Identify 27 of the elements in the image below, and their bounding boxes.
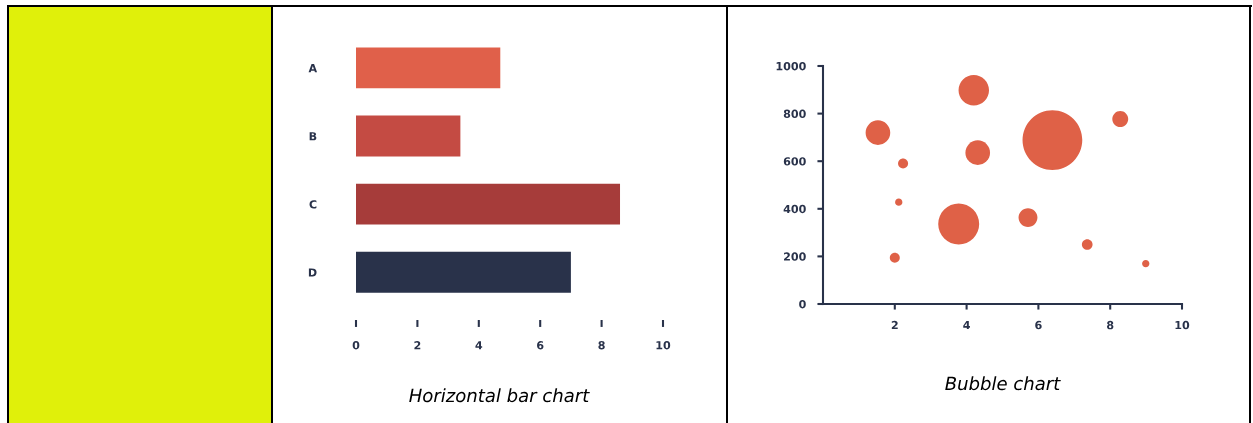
x-tick-label: 2 — [891, 320, 898, 330]
x-tick-label: 10 — [1175, 320, 1190, 330]
bar — [356, 115, 461, 157]
x-tick-label: 6 — [537, 341, 544, 350]
x-tick-label: 4 — [475, 341, 483, 350]
y-tick-label: 0 — [799, 299, 806, 309]
bar — [356, 183, 621, 225]
y-tick-label: 800 — [783, 109, 806, 118]
x-tick-label: 0 — [352, 341, 360, 350]
y-tick-label: B — [309, 132, 317, 141]
y-tick-label: C — [309, 200, 317, 209]
y-tick-label: D — [308, 268, 317, 277]
x-tick-label: 4 — [963, 321, 970, 330]
text: Horizontal bar chart — [409, 388, 590, 403]
x-tick-label: 6 — [1035, 320, 1042, 330]
x-tick-label: 2 — [414, 341, 421, 350]
y-tick-label: 600 — [783, 157, 806, 166]
bar — [356, 47, 501, 89]
bar — [356, 251, 571, 293]
x-tick-label: 8 — [598, 341, 605, 350]
x-tick-label: 10 — [656, 341, 671, 350]
y-tick-label: 200 — [784, 252, 806, 261]
text: Bubble chart — [945, 376, 1061, 391]
y-tick-label: 1000 — [776, 61, 806, 71]
x-tick-label: 8 — [1107, 320, 1114, 330]
y-tick-label: A — [308, 64, 318, 73]
y-tick-label: 400 — [783, 204, 806, 214]
